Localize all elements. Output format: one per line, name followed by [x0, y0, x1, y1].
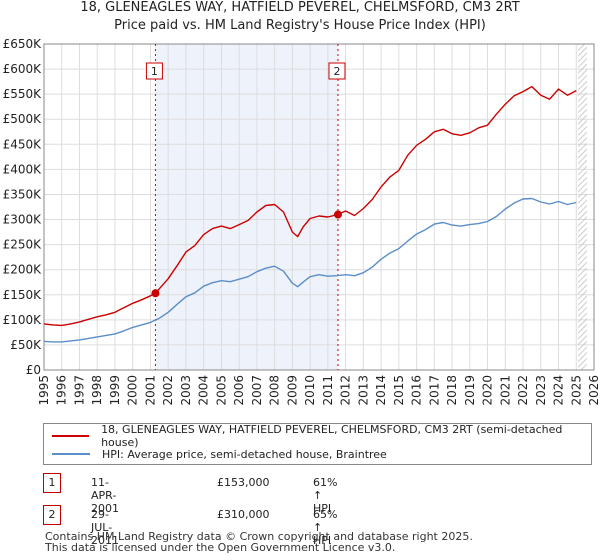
plot-border	[43, 43, 595, 371]
x-tick-label: 2008	[268, 375, 282, 406]
hpi-line	[43, 197, 577, 343]
x-tick-label: 2007	[250, 375, 264, 406]
x-tick-label: 2023	[534, 375, 548, 406]
x-tick-label: 2019	[463, 375, 477, 406]
y-tick-label: £350K	[3, 187, 43, 201]
transaction-1-label-box	[145, 62, 163, 80]
x-tick-label: 2010	[303, 375, 317, 406]
transaction-1-date: 11-APR-2001	[91, 476, 119, 515]
forecast-hatch	[578, 44, 587, 370]
footer-licence: This data is licensed under the Open Gov…	[45, 541, 396, 554]
y-tick-label: £400K	[3, 162, 43, 176]
x-tick-label: 1999	[108, 375, 122, 406]
x-tick-label: 2022	[516, 375, 530, 406]
y-tick-label: £550K	[3, 87, 43, 101]
y-tick-label: £200K	[3, 263, 43, 277]
x-tick-label: 2024	[552, 375, 566, 406]
y-tick-label: £50K	[10, 338, 42, 352]
chart-title-subtitle: Price paid vs. HM Land Registry's House …	[114, 18, 486, 33]
y-tick-label: £500K	[3, 112, 43, 126]
y-tick-label: £300K	[3, 213, 43, 227]
x-tick-label: 1998	[90, 375, 104, 406]
x-tick-label: 2002	[161, 375, 175, 406]
y-tick-label: £450K	[3, 137, 43, 151]
transaction-1-price: £153,000	[217, 476, 270, 489]
legend-property-line-icon	[52, 435, 90, 437]
legend-item-property: 18, GLENEAGLES WAY, HATFIELD PEVEREL, CH…	[52, 423, 591, 449]
y-tick-label: £650K	[3, 37, 43, 51]
transaction-2-badge: 2	[43, 505, 61, 525]
price-chart: £0 £50K £100K £150K £200K £250K £300K £350K £400…	[3, 37, 600, 406]
legend-item-hpi: HPI: Average price, semi-detached house,…	[52, 445, 387, 463]
x-tick-label: 2025	[569, 375, 583, 406]
property-price-line	[43, 85, 577, 327]
transaction-1-hpi-change: 61% ↑ HPI	[313, 476, 338, 515]
x-tick-label: 2020	[481, 375, 495, 406]
x-tick-label: 2011	[321, 375, 335, 406]
x-tick-label: 2021	[498, 375, 512, 406]
x-tick-label: 2009	[285, 375, 299, 406]
x-tick-label: 2004	[197, 375, 211, 406]
x-tick-label: 1996	[55, 375, 69, 406]
legend: 18, GLENEAGLES WAY, HATFIELD PEVEREL, CH…	[43, 423, 592, 465]
y-tick-label: £150K	[3, 288, 43, 302]
x-tick-label: 1995	[37, 375, 51, 406]
footer-copyright: Contains HM Land Registry data © Crown c…	[45, 530, 473, 543]
transaction-1-point	[151, 289, 160, 298]
transaction-2-hpi-change: 65% ↑ HPI	[313, 508, 338, 547]
legend-hpi-line-icon	[52, 453, 90, 455]
x-tick-label: 1997	[72, 375, 86, 406]
y-tick-label: £600K	[3, 62, 43, 76]
chart-title-address: 18, GLENEAGLES WAY, HATFIELD PEVEREL, CH…	[80, 0, 520, 15]
x-tick-label: 2026	[587, 375, 600, 406]
transaction-1-label: 1	[151, 65, 158, 78]
x-tick-label: 2012	[339, 375, 353, 406]
transaction-2-label: 2	[333, 65, 340, 78]
transaction-2-point	[333, 210, 342, 219]
x-tick-label: 2013	[356, 375, 370, 406]
y-tick-label: £100K	[3, 313, 43, 327]
x-tick-label: 2005	[214, 375, 228, 406]
transaction-2-price: £310,000	[217, 508, 270, 521]
transaction-1-badge: 1	[43, 473, 61, 493]
x-tick-label: 2014	[374, 375, 388, 406]
footer-attribution: Contains HM Land Registry data © Crown c…	[45, 531, 473, 553]
x-tick-label: 2003	[179, 375, 193, 406]
legend-hpi-label: HPI: Average price, semi-detached house,…	[102, 447, 387, 461]
y-tick-label: £0	[26, 363, 41, 377]
legend-property-label: 18, GLENEAGLES WAY, HATFIELD PEVEREL, CH…	[101, 423, 563, 449]
transaction-2-date: 29-JUL-2011	[91, 508, 119, 547]
x-tick-label: 2000	[126, 375, 140, 406]
x-tick-label: 2006	[232, 375, 246, 406]
x-tick-label: 2016	[410, 375, 424, 406]
x-tick-label: 2001	[143, 375, 157, 406]
transaction-2-label-box	[328, 62, 346, 80]
x-tick-label: 2018	[445, 375, 459, 406]
x-tick-label: 2017	[427, 375, 441, 406]
y-tick-label: £250K	[3, 238, 43, 252]
x-tick-label: 2015	[392, 375, 406, 406]
